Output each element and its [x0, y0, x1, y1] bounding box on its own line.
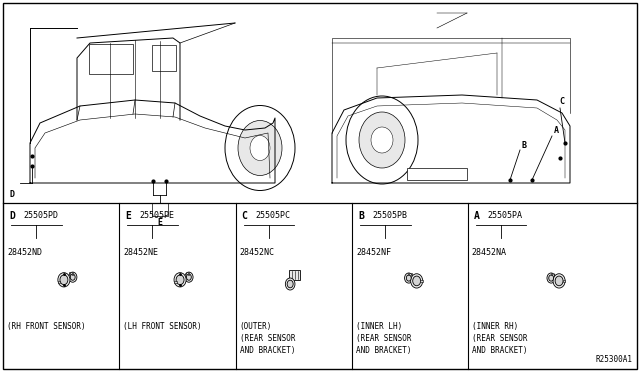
Ellipse shape: [176, 275, 184, 285]
Bar: [64, 278, 72, 280]
Text: R25300A1: R25300A1: [595, 355, 632, 364]
Ellipse shape: [185, 272, 193, 282]
Ellipse shape: [186, 274, 191, 280]
Text: C: C: [241, 211, 248, 221]
Ellipse shape: [68, 272, 77, 282]
Text: 28452NC: 28452NC: [239, 248, 275, 257]
Ellipse shape: [70, 274, 75, 280]
Ellipse shape: [225, 106, 295, 190]
Ellipse shape: [174, 273, 186, 287]
Text: (REAR SENSOR: (REAR SENSOR: [239, 334, 295, 343]
Ellipse shape: [250, 135, 270, 160]
Ellipse shape: [60, 275, 68, 285]
Text: 28452NA: 28452NA: [472, 248, 507, 257]
Bar: [174, 281, 177, 283]
Text: D: D: [10, 190, 15, 199]
Bar: [411, 273, 412, 275]
Ellipse shape: [238, 121, 282, 176]
Bar: [550, 273, 552, 275]
Text: 25505PE: 25505PE: [139, 211, 174, 220]
Ellipse shape: [285, 278, 295, 290]
Text: AND BRACKET): AND BRACKET): [472, 346, 527, 355]
Bar: [408, 273, 409, 275]
Bar: [72, 272, 73, 275]
Ellipse shape: [371, 127, 393, 153]
Ellipse shape: [406, 275, 411, 281]
Bar: [407, 168, 467, 180]
Ellipse shape: [359, 112, 405, 168]
Text: 25505PB: 25505PB: [372, 211, 407, 220]
Bar: [289, 270, 300, 280]
Text: 28452ND: 28452ND: [7, 248, 42, 257]
Text: E: E: [125, 211, 131, 221]
Bar: [551, 279, 559, 281]
Text: B: B: [358, 211, 364, 221]
Text: A: A: [554, 126, 559, 135]
Text: (INNER LH): (INNER LH): [356, 322, 403, 331]
Text: C: C: [559, 97, 564, 106]
Text: 25505PC: 25505PC: [255, 211, 291, 220]
Text: (OUTER): (OUTER): [239, 322, 272, 331]
Text: (REAR SENSOR: (REAR SENSOR: [356, 334, 412, 343]
Ellipse shape: [548, 275, 554, 281]
Bar: [188, 272, 189, 275]
Ellipse shape: [287, 280, 293, 288]
Text: (RH FRONT SENSOR): (RH FRONT SENSOR): [7, 322, 86, 331]
Text: (REAR SENSOR: (REAR SENSOR: [472, 334, 527, 343]
Ellipse shape: [547, 273, 556, 283]
Ellipse shape: [553, 274, 565, 288]
Bar: [58, 281, 60, 283]
Text: B: B: [522, 141, 527, 150]
Text: A: A: [474, 211, 480, 221]
Text: 25505PD: 25505PD: [23, 211, 58, 220]
Text: (INNER RH): (INNER RH): [472, 322, 518, 331]
Text: AND BRACKET): AND BRACKET): [356, 346, 412, 355]
Bar: [420, 280, 423, 282]
FancyBboxPatch shape: [152, 45, 176, 71]
Ellipse shape: [346, 96, 418, 184]
Bar: [409, 279, 417, 281]
Ellipse shape: [411, 274, 423, 288]
Ellipse shape: [555, 276, 563, 286]
Text: D: D: [9, 211, 15, 221]
Bar: [69, 272, 70, 275]
FancyBboxPatch shape: [89, 44, 133, 74]
Bar: [563, 280, 565, 282]
Text: 25505PA: 25505PA: [488, 211, 523, 220]
Bar: [152, 203, 168, 216]
Ellipse shape: [413, 276, 420, 286]
Text: (LH FRONT SENSOR): (LH FRONT SENSOR): [123, 322, 202, 331]
Text: AND BRACKET): AND BRACKET): [239, 346, 295, 355]
Bar: [180, 278, 188, 280]
Ellipse shape: [58, 273, 70, 287]
Ellipse shape: [404, 273, 413, 283]
Text: 28452NE: 28452NE: [123, 248, 158, 257]
Text: E: E: [157, 218, 162, 227]
Text: 28452NF: 28452NF: [356, 248, 391, 257]
